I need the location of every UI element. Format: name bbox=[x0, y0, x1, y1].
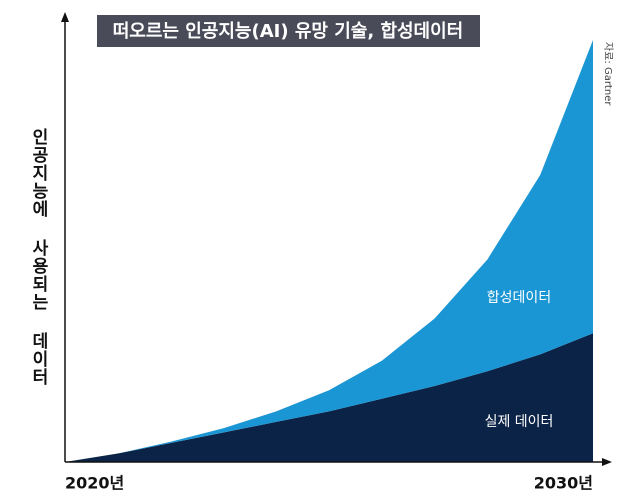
x-tick-label: 2030년 bbox=[534, 474, 593, 493]
area bbox=[65, 333, 593, 462]
title-box bbox=[97, 15, 480, 47]
chart-title: 떠오르는 인공지능(AI) 유망 기술, 합성데이터 bbox=[113, 20, 464, 42]
source: 자료: Gartner bbox=[602, 42, 614, 106]
series-label: 실제 데이터 bbox=[485, 414, 554, 430]
y-arrow bbox=[61, 12, 69, 22]
series-label: 합성데이터 bbox=[487, 290, 551, 306]
y-axis-label: 인공지능에 사용되는 데이터 bbox=[28, 128, 48, 386]
x-arrow bbox=[602, 458, 612, 466]
area bbox=[65, 40, 593, 462]
x-tick-label: 2020년 bbox=[65, 474, 124, 493]
